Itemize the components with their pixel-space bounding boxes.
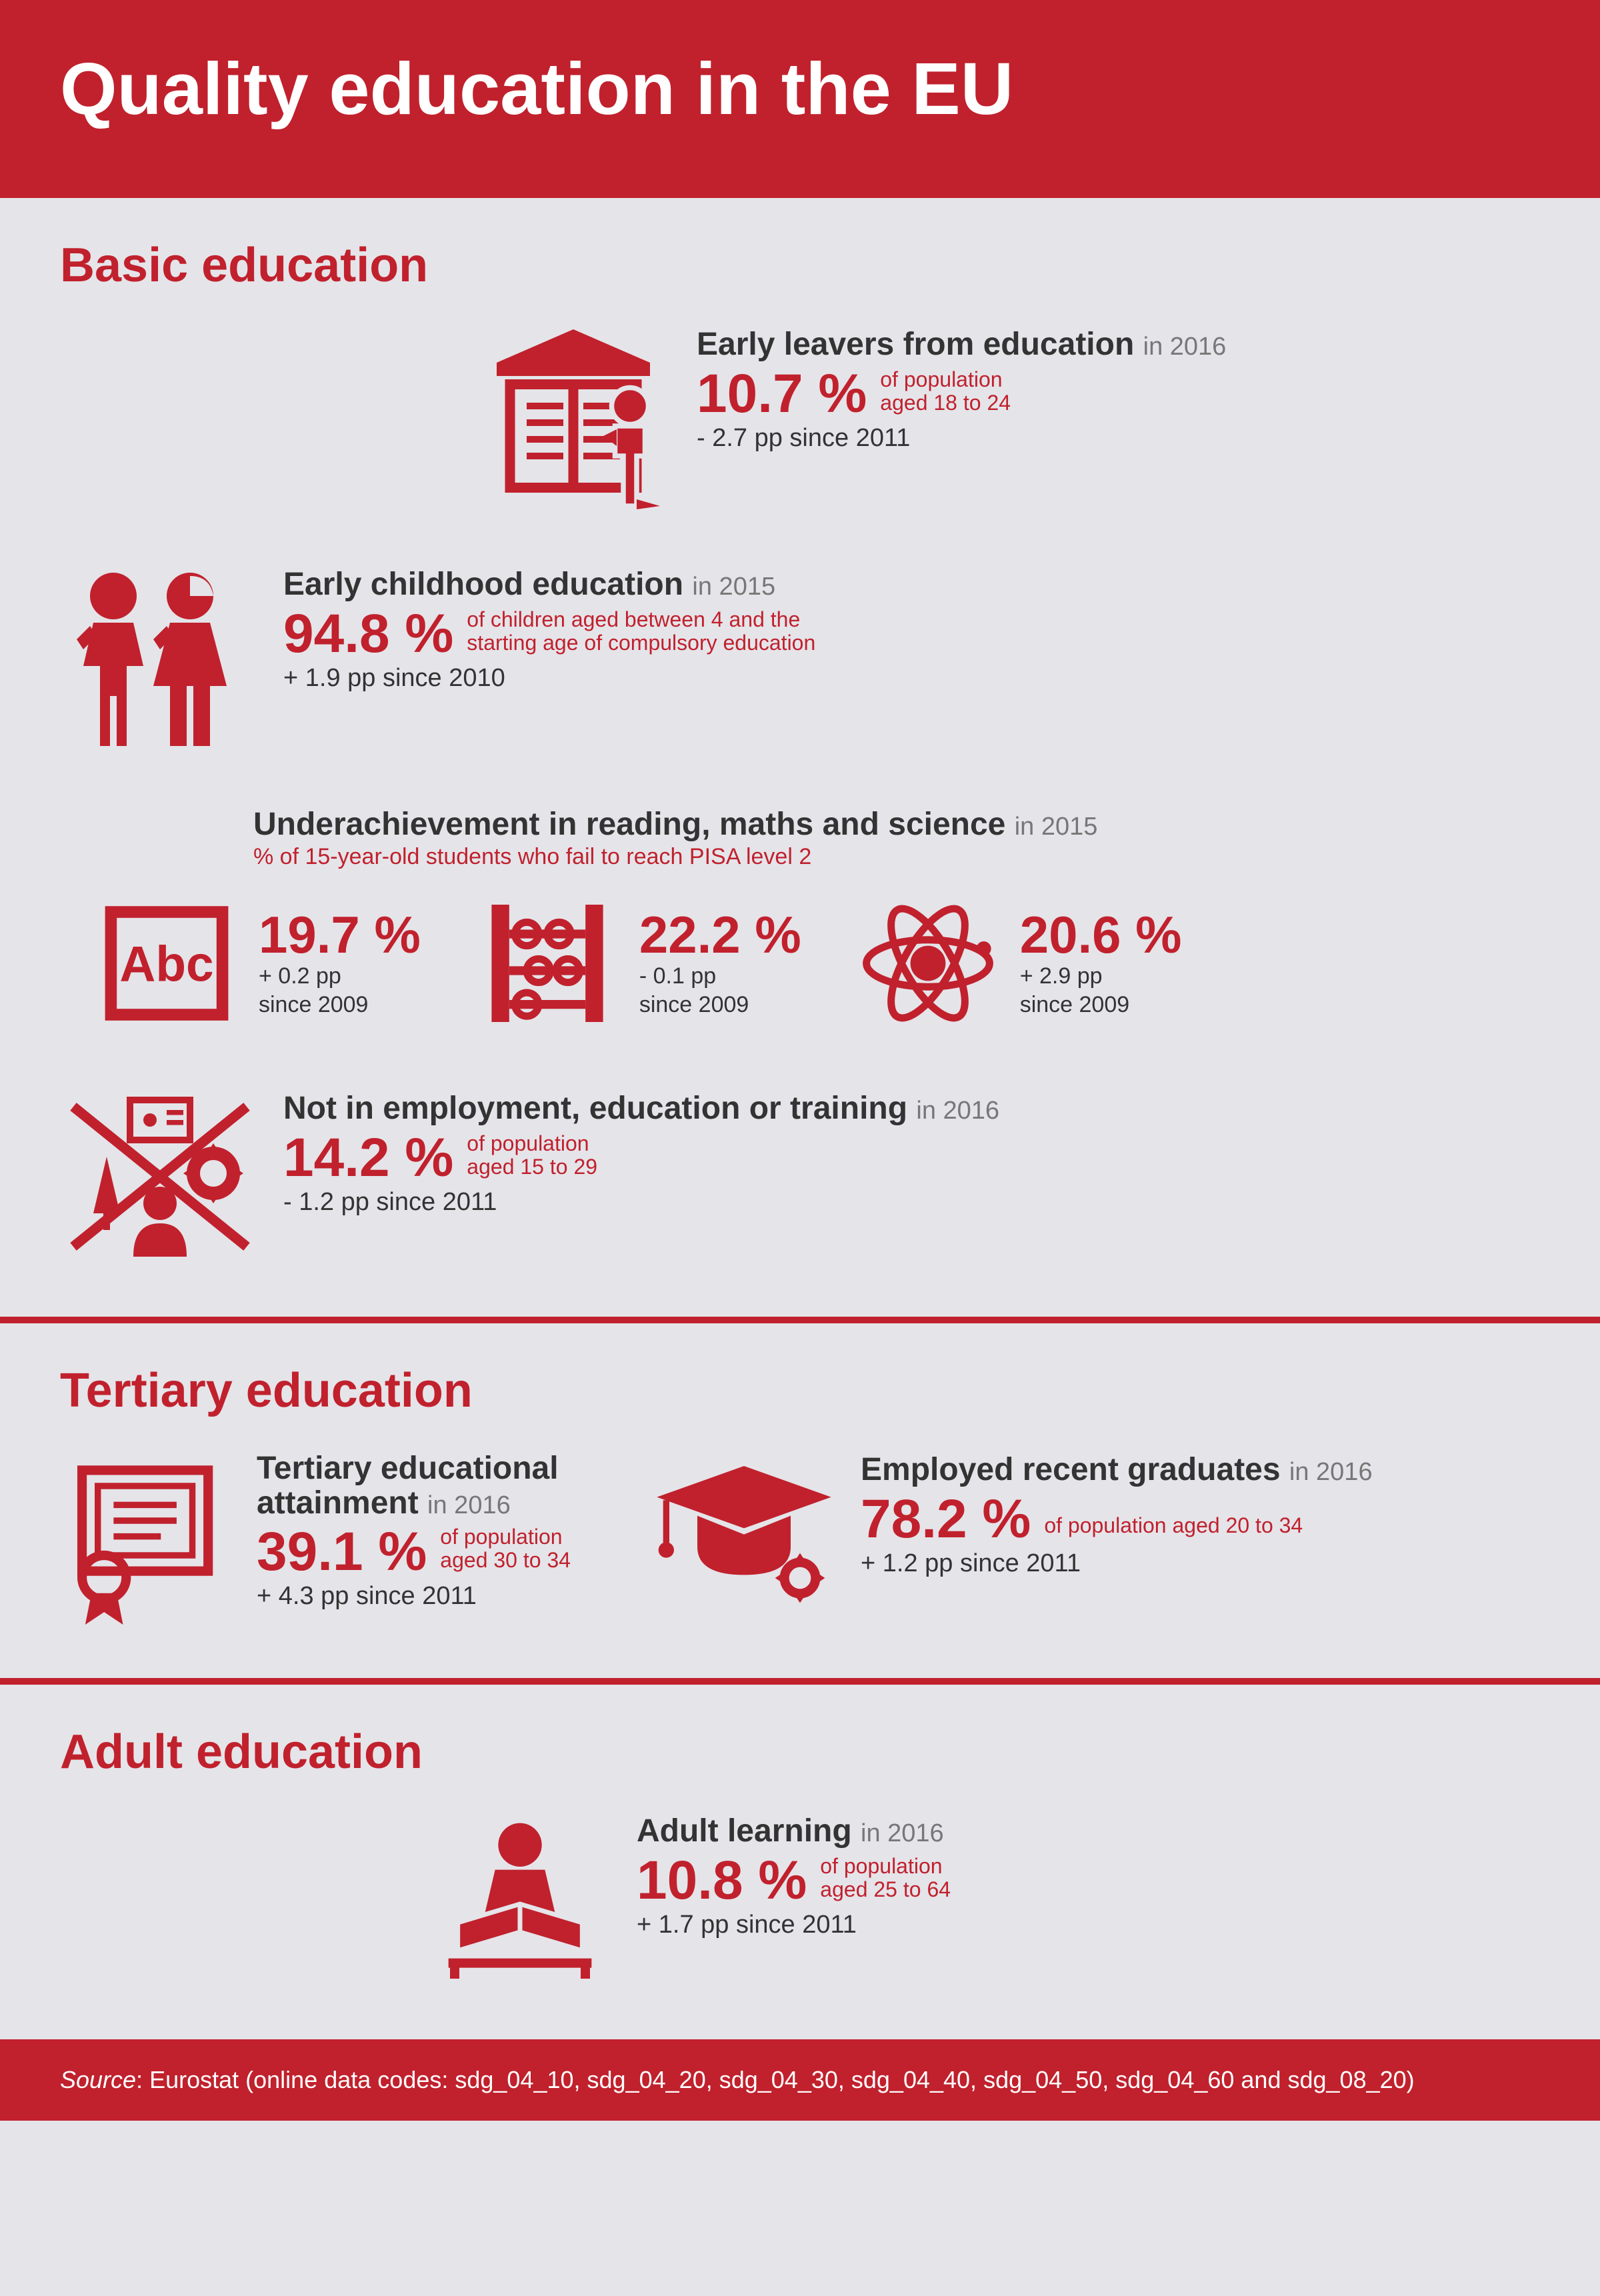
neet-year: in 2016 [916,1097,999,1125]
early-leavers-pct: 10.7 % [697,367,867,421]
section-tertiary: Tertiary education Tertiary educationala… [0,1317,1600,1678]
employed-text: Employed recent graduates in 2016 78.2 %… [861,1451,1373,1578]
attainment-text: Tertiary educationalattainment in 2016 3… [257,1451,571,1611]
neet-pct: 14.2 % [283,1131,453,1185]
block-attainment: Tertiary educationalattainment in 2016 3… [60,1451,571,1625]
employed-title: Employed recent graduates [861,1452,1281,1487]
early-childhood-qual1: of children aged between 4 and the [467,608,815,631]
block-early-childhood: Early childhood education in 2015 94.8 %… [60,566,1540,753]
neet-qual1: of population [467,1132,597,1155]
attainment-qual2: aged 30 to 34 [440,1549,571,1572]
reading-pct: 19.7 % [259,909,421,961]
adult-learning-year: in 2016 [861,1819,944,1847]
early-leavers-delta: - 2.7 pp since 2011 [697,424,1226,453]
early-childhood-delta: + 1.9 pp since 2010 [283,664,815,693]
underachievement-sub: % of 15-year-old students who fail to re… [253,844,1540,870]
adult-learning-delta: + 1.7 pp since 2011 [637,1911,951,1939]
adult-learning-icon [427,1813,613,1986]
svg-text:Abc: Abc [119,935,213,991]
attainment-delta: + 4.3 pp since 2011 [257,1582,571,1611]
attainment-icon [60,1451,233,1625]
early-leavers-icon [473,326,673,513]
science-icon [855,890,1001,1037]
employed-year: in 2016 [1289,1458,1373,1486]
adult-learning-qual1: of population [820,1855,951,1878]
page-footer: Source: Eurostat (online data codes: sdg… [0,2039,1600,2121]
under-item-maths: 22.2 % - 0.1 pp since 2009 [474,890,801,1037]
adult-learning-qual2: aged 25 to 64 [820,1878,951,1901]
early-leavers-year: in 2016 [1143,333,1227,361]
section-basic: Basic education Early l [0,191,1600,1317]
footer-text: : Eurostat (online data codes: sdg_04_10… [136,2066,1415,2093]
adult-learning-pct: 10.8 % [637,1853,807,1908]
neet-qual2: aged 15 to 29 [467,1155,597,1179]
attainment-title1: Tertiary educational [257,1451,559,1486]
early-childhood-pct: 94.8 % [283,607,453,661]
footer-source-label: Source [60,2066,136,2093]
early-leavers-qual2: aged 18 to 24 [880,391,1011,415]
block-neet: Not in employment, education or training… [60,1090,1540,1263]
under-item-science: 20.6 % + 2.9 pp since 2009 [855,890,1182,1037]
science-delta1: + 2.9 pp [1020,963,1182,989]
attainment-title2: attainment [257,1485,419,1521]
underachievement-title: Underachievement in reading, maths and s… [253,807,1005,842]
section-basic-title: Basic education [60,238,1540,293]
block-early-leavers: Early leavers from education in 2016 10.… [473,326,1540,513]
reading-delta1: + 0.2 pp [259,963,421,989]
attainment-pct: 39.1 % [257,1525,427,1579]
reading-delta2: since 2009 [259,992,421,1018]
underachievement-year: in 2015 [1015,813,1098,841]
employed-pct: 78.2 % [861,1492,1031,1547]
early-leavers-qual1: of population [880,368,1011,391]
neet-icon [60,1090,260,1263]
block-underachievement: Underachievement in reading, maths and s… [253,806,1540,1037]
under-item-reading: Abc 19.7 % + 0.2 pp since 2009 [93,890,421,1037]
early-leavers-title: Early leavers from education [697,327,1134,362]
maths-icon [474,890,621,1037]
section-adult: Adult education Adult learning in 2016 1… [0,1678,1600,2039]
early-childhood-qual2: starting age of compulsory education [467,631,815,655]
science-delta2: since 2009 [1020,992,1182,1018]
adult-learning-title: Adult learning [637,1813,852,1849]
maths-delta2: since 2009 [639,992,801,1018]
neet-delta: - 1.2 pp since 2011 [283,1188,999,1217]
science-pct: 20.6 % [1020,909,1182,961]
neet-title: Not in employment, education or training [283,1091,907,1126]
employed-icon [651,1451,837,1611]
section-tertiary-title: Tertiary education [60,1363,1540,1418]
early-leavers-text: Early leavers from education in 2016 10.… [697,326,1226,453]
employed-delta: + 1.2 pp since 2011 [861,1549,1373,1578]
block-adult-learning: Adult learning in 2016 10.8 % of populat… [427,1813,1540,1986]
attainment-qual1: of population [440,1525,571,1549]
early-childhood-icon [60,566,260,753]
section-adult-title: Adult education [60,1725,1540,1779]
maths-pct: 22.2 % [639,909,801,961]
early-childhood-year: in 2015 [692,573,775,601]
adult-learning-text: Adult learning in 2016 10.8 % of populat… [637,1813,951,1939]
maths-delta1: - 0.1 pp [639,963,801,989]
page-title: Quality education in the EU [60,47,1540,131]
early-childhood-title: Early childhood education [283,567,683,602]
attainment-year: in 2016 [427,1491,511,1519]
block-employed: Employed recent graduates in 2016 78.2 %… [651,1451,1373,1625]
reading-icon: Abc [93,890,240,1037]
neet-text: Not in employment, education or training… [283,1090,999,1217]
early-childhood-text: Early childhood education in 2015 94.8 %… [283,566,815,693]
page-header: Quality education in the EU [0,0,1600,191]
employed-qual: of population aged 20 to 34 [1044,1514,1303,1537]
